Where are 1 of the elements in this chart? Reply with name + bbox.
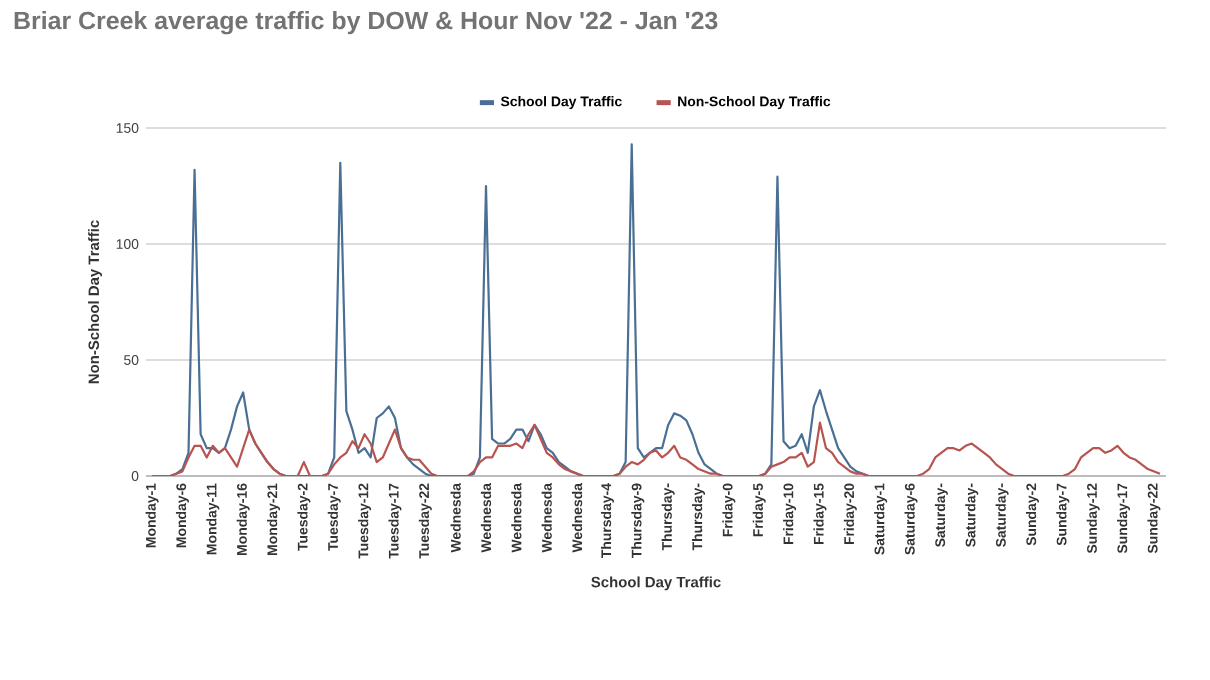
chart-title: Briar Creek average traffic by DOW & Hour Nov '22 - Jan '23: [14, 11, 718, 35]
